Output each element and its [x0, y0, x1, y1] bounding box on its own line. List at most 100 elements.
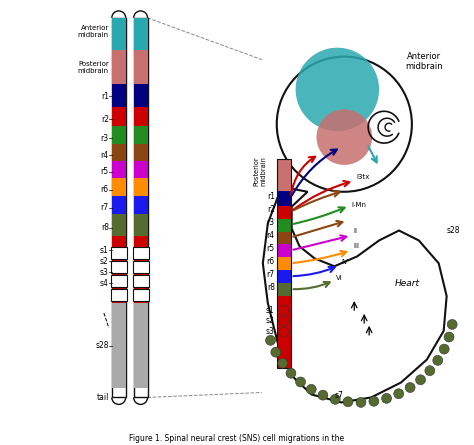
Text: s4: s4 — [100, 279, 109, 287]
Text: Posterior
midbrain: Posterior midbrain — [254, 156, 266, 186]
Circle shape — [343, 397, 353, 407]
Circle shape — [278, 358, 288, 368]
Bar — [112, 196, 126, 214]
Text: Figure 1. Spinal neural crest (SNS) cell migrations in the: Figure 1. Spinal neural crest (SNS) cell… — [129, 434, 345, 443]
Bar — [133, 275, 148, 287]
Text: s1: s1 — [100, 246, 109, 255]
Bar — [133, 247, 148, 259]
Circle shape — [444, 332, 454, 342]
Bar — [277, 244, 291, 257]
Circle shape — [317, 109, 372, 165]
Circle shape — [433, 356, 443, 365]
Circle shape — [296, 377, 306, 387]
Bar — [134, 144, 147, 161]
Circle shape — [405, 383, 415, 392]
Text: r3: r3 — [100, 134, 109, 142]
Text: Heart: Heart — [394, 279, 419, 287]
Bar — [112, 18, 126, 397]
Circle shape — [318, 390, 328, 400]
Text: r4: r4 — [267, 231, 275, 240]
Bar — [112, 50, 126, 85]
Bar — [111, 289, 127, 301]
Text: r8: r8 — [267, 283, 275, 291]
Bar — [134, 85, 147, 107]
Bar — [277, 283, 291, 296]
Circle shape — [394, 389, 404, 399]
Circle shape — [296, 48, 379, 131]
Bar — [277, 296, 291, 368]
Text: r6: r6 — [267, 257, 275, 266]
Circle shape — [356, 397, 366, 407]
Circle shape — [369, 396, 379, 406]
Text: I-Mn: I-Mn — [351, 202, 366, 208]
Bar — [134, 303, 147, 388]
Circle shape — [425, 366, 435, 376]
Text: r5: r5 — [100, 167, 109, 176]
Circle shape — [306, 384, 316, 394]
Text: s3: s3 — [266, 328, 275, 336]
Bar — [134, 214, 147, 236]
Text: s1: s1 — [266, 306, 275, 315]
Circle shape — [447, 320, 457, 329]
Bar — [134, 196, 147, 214]
Text: s7: s7 — [335, 391, 344, 400]
Bar — [277, 159, 291, 368]
Bar — [134, 18, 147, 50]
Circle shape — [279, 316, 289, 326]
Bar — [134, 50, 147, 85]
Text: r2: r2 — [101, 115, 109, 124]
Bar — [111, 275, 127, 287]
Text: r3: r3 — [267, 218, 275, 227]
Text: II: II — [353, 227, 357, 234]
Bar — [277, 231, 291, 244]
Text: r1: r1 — [267, 192, 275, 201]
Bar — [112, 178, 126, 196]
Text: r1: r1 — [101, 92, 109, 101]
Bar — [112, 214, 126, 236]
Text: IV: IV — [341, 259, 348, 265]
Bar — [112, 126, 126, 144]
Text: s2: s2 — [100, 257, 109, 266]
Circle shape — [271, 347, 281, 357]
Text: s28: s28 — [447, 226, 460, 235]
Bar — [111, 261, 127, 273]
Text: s2: s2 — [266, 316, 275, 325]
Bar — [277, 159, 291, 191]
Bar — [112, 144, 126, 161]
Circle shape — [416, 375, 426, 385]
Bar — [134, 107, 147, 126]
Bar — [133, 289, 148, 301]
Text: Posterior
midbrain: Posterior midbrain — [78, 61, 109, 74]
Circle shape — [279, 327, 289, 337]
Text: r5: r5 — [267, 244, 275, 253]
Text: r2: r2 — [267, 205, 275, 214]
Bar — [134, 18, 147, 397]
Circle shape — [279, 305, 289, 315]
Circle shape — [439, 344, 449, 354]
Bar — [134, 161, 147, 178]
Text: r8: r8 — [101, 223, 109, 232]
Text: r4: r4 — [100, 150, 109, 159]
Bar — [134, 236, 147, 303]
Text: Anterior
midbrain: Anterior midbrain — [405, 52, 443, 71]
Text: s28: s28 — [95, 341, 109, 350]
Bar — [112, 236, 126, 303]
Bar — [134, 178, 147, 196]
Bar — [277, 206, 291, 218]
Circle shape — [286, 368, 296, 378]
Circle shape — [265, 336, 275, 345]
Text: III: III — [353, 243, 359, 249]
Bar — [277, 257, 291, 270]
Text: I3tx: I3tx — [356, 174, 370, 180]
Circle shape — [382, 393, 392, 403]
Text: s3: s3 — [100, 268, 109, 277]
Bar — [111, 247, 127, 259]
Bar — [277, 191, 291, 206]
Bar — [112, 107, 126, 126]
Bar — [277, 270, 291, 283]
Text: r6: r6 — [100, 185, 109, 194]
Circle shape — [330, 394, 340, 404]
Text: tail: tail — [96, 393, 109, 402]
Bar — [133, 261, 148, 273]
Text: r7: r7 — [100, 203, 109, 212]
